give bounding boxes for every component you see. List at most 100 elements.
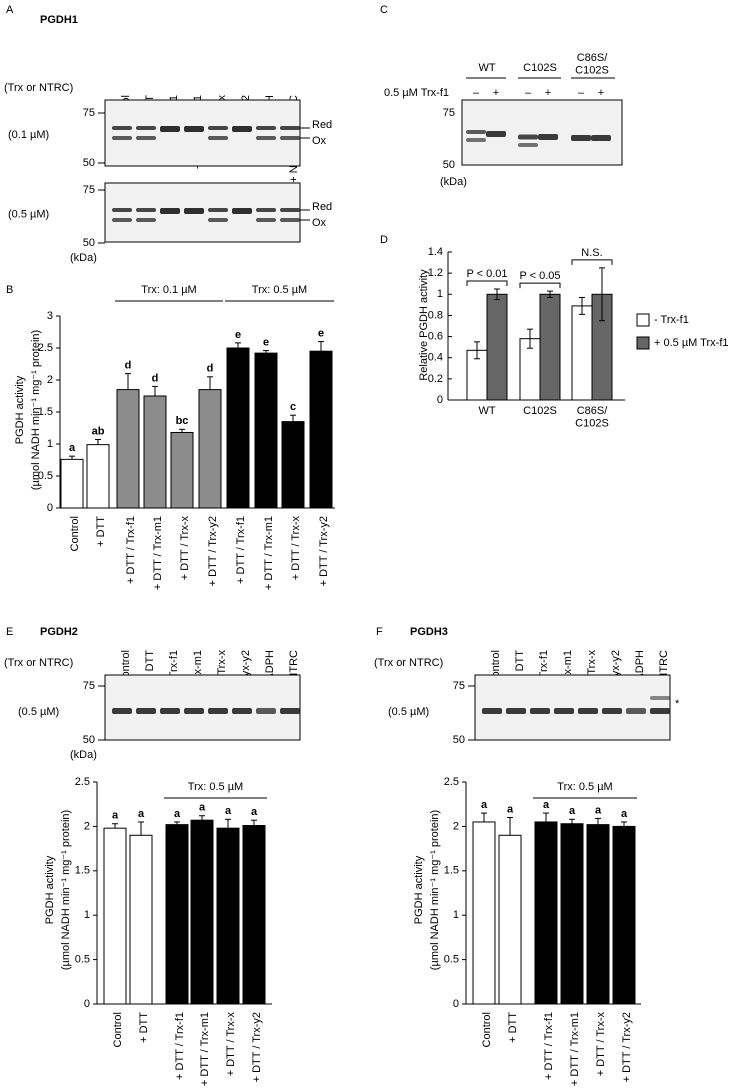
- bar: [170, 431, 194, 509]
- group-label: C86S/C102S: [575, 52, 609, 77]
- gel-band: [280, 136, 300, 140]
- error-bar: [174, 821, 180, 825]
- marker-label: 75: [443, 107, 455, 119]
- error-bar: [569, 818, 575, 824]
- lane-label: +: [493, 87, 499, 99]
- gel-band: [256, 126, 276, 130]
- significance-letter: a: [112, 810, 119, 822]
- row-label: (Trx or NTRC): [374, 657, 443, 669]
- y-tick-label: 1: [453, 909, 459, 921]
- significance-bracket: [519, 282, 561, 289]
- legend-label: + 0.5 µM Trx-f1: [654, 337, 729, 349]
- x-tick-label: + DTT / Trx-y2: [251, 1012, 263, 1082]
- band-label: Ox: [312, 217, 327, 229]
- bar: [198, 389, 222, 509]
- concentration: (0.5 µM): [8, 208, 49, 220]
- error-bar: [318, 341, 324, 352]
- y-tick-label: 2: [453, 820, 459, 832]
- unit-label: (kDa): [440, 176, 467, 188]
- band-label: Red: [312, 201, 332, 213]
- gel-band: [466, 138, 486, 142]
- concentration: (0.5 µM): [388, 706, 429, 718]
- x-tick-label: + DTT / Trx-f1: [174, 1012, 186, 1080]
- significance-letter: a: [69, 442, 76, 454]
- marker-label: 50: [443, 159, 455, 171]
- y-tick-label: 0.4: [428, 352, 443, 364]
- x-tick-label: + DTT / Trx-m1: [199, 1012, 211, 1086]
- y-tick-label: 0.6: [428, 330, 443, 342]
- gel-band: [466, 130, 486, 134]
- gel-band: [208, 126, 228, 130]
- asterisk: *: [675, 698, 680, 710]
- panel-letter: F: [376, 626, 383, 638]
- y-tick-label: 0: [453, 998, 459, 1010]
- bar: [534, 821, 558, 1005]
- error-bar: [494, 288, 500, 301]
- panel-title: PGDH3: [410, 626, 448, 638]
- gel-band: [256, 708, 276, 714]
- bar: [103, 827, 127, 1005]
- y-tick-label: 0: [437, 394, 443, 406]
- gel: [474, 674, 671, 741]
- gel-band: [518, 134, 538, 140]
- row-label: 0.5 µM Trx-f1: [384, 87, 449, 99]
- y-tick-label: 2.5: [444, 776, 459, 788]
- x-tick-label: Control: [112, 1012, 124, 1047]
- gel-band: [160, 708, 180, 714]
- y-axis-label: PGDH activity: [413, 855, 425, 924]
- significance-letter: ab: [92, 425, 105, 437]
- error-bar: [547, 290, 553, 298]
- significance-letter: a: [543, 799, 550, 811]
- gel-band: [506, 708, 526, 714]
- significance-letter: a: [251, 806, 258, 818]
- bar: [309, 350, 333, 509]
- gel-band: [280, 208, 300, 212]
- x-tick-label: C86S/C102S: [575, 405, 609, 430]
- lane-label: +: [545, 87, 551, 99]
- y-tick-label: 0.2: [428, 373, 443, 385]
- bar: [281, 421, 305, 509]
- error-bar: [507, 817, 513, 836]
- gel-band: [530, 708, 550, 714]
- bar: [143, 395, 167, 509]
- gel-band: [208, 208, 228, 212]
- error-bar: [199, 815, 205, 821]
- group-label: Trx: 0.1 µM: [141, 284, 196, 296]
- panel-letter: B: [6, 284, 13, 296]
- y-tick-label: 1.4: [428, 246, 443, 258]
- legend-swatch: [636, 336, 650, 350]
- x-tick-label: + DTT / Trx-x: [595, 1012, 607, 1077]
- gel-band: [136, 218, 156, 222]
- bar: [226, 347, 250, 509]
- y-tick-label: 1.5: [38, 406, 53, 418]
- gel-band: [626, 708, 646, 714]
- error-bar: [251, 819, 257, 826]
- y-tick-label: 1.5: [75, 865, 90, 877]
- gel-band: [602, 708, 622, 714]
- gel: [104, 674, 301, 741]
- concentration: (0.1 µM): [8, 129, 49, 141]
- marker-label: 75: [453, 680, 465, 692]
- panel-letter: A: [6, 4, 14, 16]
- bar: [254, 352, 278, 509]
- bar: [116, 389, 140, 509]
- significance-letter: bc: [176, 415, 189, 427]
- x-tick-label: + DTT / Trx-x: [179, 516, 191, 581]
- y-tick-label: 0.5: [38, 470, 53, 482]
- error-bar: [481, 812, 487, 822]
- significance-letter: d: [125, 360, 132, 372]
- gel-band: [136, 136, 156, 140]
- gel-band: [578, 708, 598, 714]
- error-bar: [152, 385, 158, 396]
- significance-letter: e: [235, 329, 241, 341]
- significance-letter: a: [199, 802, 206, 814]
- gel: [104, 99, 301, 167]
- error-bar: [543, 812, 549, 822]
- bar: [190, 819, 214, 1005]
- bar: [560, 823, 584, 1005]
- error-bar: [95, 439, 101, 445]
- error-bar: [69, 455, 75, 460]
- legend-swatch: [636, 313, 650, 327]
- unit-label: (kDa): [70, 252, 97, 264]
